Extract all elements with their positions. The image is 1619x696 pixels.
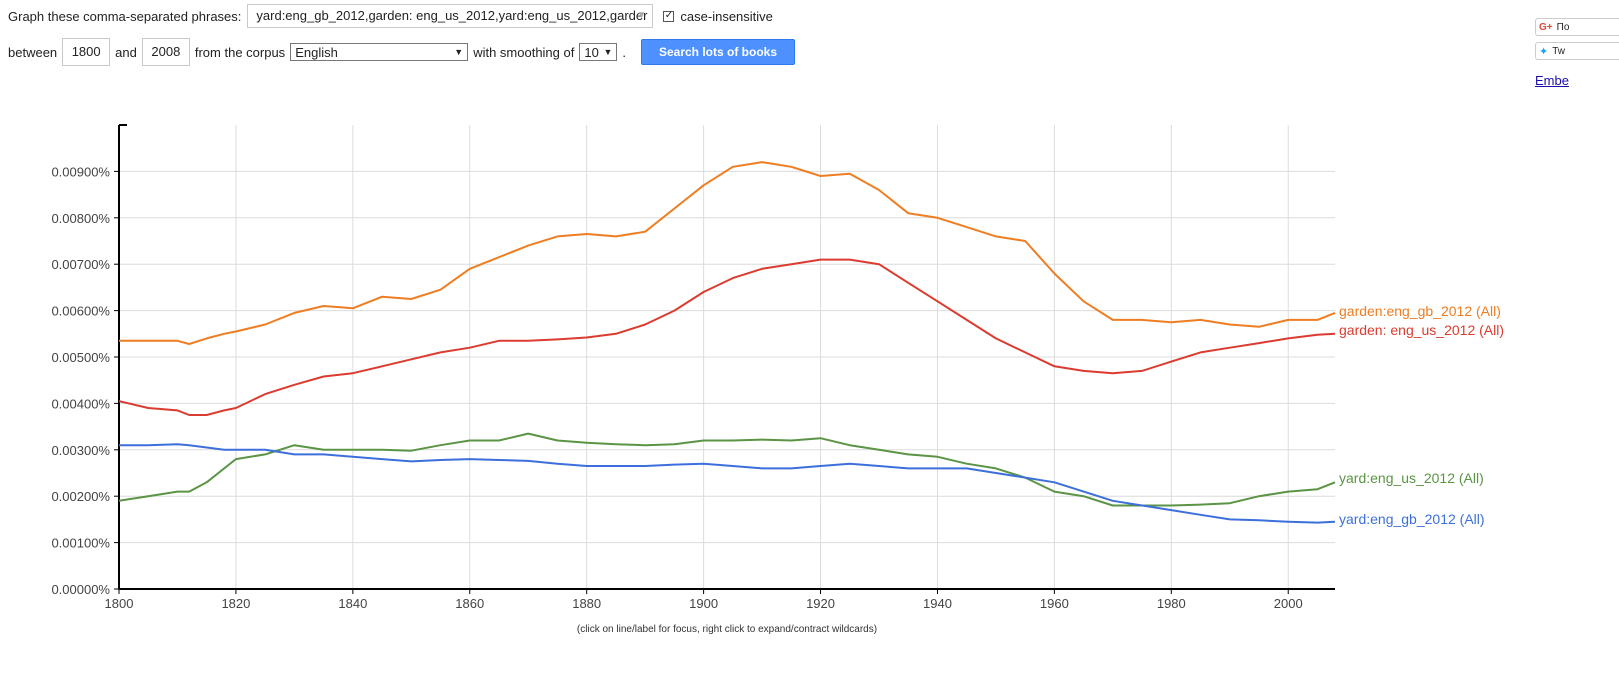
- x-tick-label: 1960: [1040, 596, 1069, 611]
- google-plus-icon: G+: [1539, 21, 1553, 33]
- google-plus-label: По: [1556, 21, 1570, 33]
- series-line[interactable]: [118, 432, 1336, 507]
- between-label: between: [8, 44, 58, 60]
- smoothing-value: 10: [584, 44, 599, 60]
- phrases-row: Graph these comma-separated phrases: yar…: [8, 4, 773, 28]
- search-button[interactable]: Search lots of books: [640, 39, 795, 65]
- case-insensitive-label: case-insensitive: [680, 8, 773, 24]
- series-line[interactable]: [118, 258, 1336, 416]
- corpus-label: from the corpus: [194, 44, 286, 60]
- x-tick-label: 1860: [455, 596, 484, 611]
- google-plus-share-button[interactable]: G+ По: [1535, 18, 1619, 36]
- corpus-select[interactable]: English ▼: [290, 43, 469, 61]
- smoothing-select[interactable]: 10 ▼: [579, 43, 618, 61]
- series-line[interactable]: [119, 161, 1336, 345]
- phrases-value: yard:eng_gb_2012,garden: eng_us_2012,yar…: [256, 8, 648, 23]
- y-tick-label: 0.00500%: [51, 350, 110, 365]
- x-tick-label: 1980: [1157, 596, 1186, 611]
- y-tick-label: 0.00400%: [51, 396, 110, 411]
- twitter-icon: ✦: [1539, 45, 1549, 58]
- case-insensitive-checkbox[interactable]: ✓: [663, 10, 675, 22]
- tweet-label: Tw: [1552, 45, 1565, 57]
- corpus-arrow-icon: ▼: [454, 47, 464, 57]
- chart-series-labels[interactable]: garden:eng_gb_2012 (All) garden: eng_us_2…: [1339, 303, 1504, 527]
- start-year-input[interactable]: 1800: [62, 38, 111, 66]
- embed-link[interactable]: Embe: [1535, 73, 1569, 88]
- series-label[interactable]: garden: eng_us_2012 (All): [1339, 322, 1504, 338]
- chart-axes: 1800 1820 1840 1860 1880 1900 1920 1940 1960 1980…: [51, 124, 1335, 611]
- x-tick-label: 1920: [806, 596, 835, 611]
- x-tick-label: 2000: [1274, 596, 1303, 611]
- y-tick-label: 0.00600%: [51, 304, 110, 319]
- y-tick-label: 0.00800%: [51, 211, 110, 226]
- range-row: between 1800 and 2008 from the corpus En…: [8, 38, 795, 66]
- series-line[interactable]: [119, 443, 1336, 524]
- x-tick-label: 1840: [338, 596, 367, 611]
- tweet-button[interactable]: ✦ Tw: [1535, 42, 1619, 60]
- x-tick-label: 1940: [923, 596, 952, 611]
- y-tick-label: 0.00300%: [51, 443, 110, 458]
- chart-note: (click on line/label for focus, right cl…: [577, 624, 877, 635]
- end-year-input[interactable]: 2008: [141, 38, 190, 66]
- dropdown-caret-icon: ▼: [636, 10, 647, 21]
- y-tick-label: 0.00700%: [51, 257, 110, 272]
- smoothing-label: with smoothing of: [473, 44, 575, 60]
- x-tick-label: 1900: [689, 596, 718, 611]
- period: .: [622, 44, 626, 60]
- series-label[interactable]: garden:eng_gb_2012 (All): [1339, 303, 1501, 319]
- x-tick-label: 1820: [221, 596, 250, 611]
- series-label[interactable]: yard:eng_us_2012 (All): [1339, 470, 1484, 486]
- chart-series-lines[interactable]: [118, 161, 1336, 524]
- y-tick-label: 0.00000%: [51, 582, 110, 597]
- y-tick-label: 0.00900%: [51, 164, 110, 179]
- and-label: and: [115, 44, 137, 60]
- corpus-value: English: [295, 44, 338, 60]
- x-tick-label: 1800: [105, 596, 134, 611]
- y-tick-label: 0.00200%: [51, 489, 110, 504]
- smoothing-arrow-icon: ▼: [603, 47, 613, 57]
- phrases-label: Graph these comma-separated phrases:: [8, 8, 242, 24]
- chart-grid: [119, 125, 1335, 589]
- phrases-input[interactable]: yard:eng_gb_2012,garden: eng_us_2012,yar…: [247, 4, 654, 28]
- x-tick-label: 1880: [572, 596, 601, 611]
- series-label[interactable]: yard:eng_gb_2012 (All): [1339, 511, 1485, 527]
- y-tick-label: 0.00100%: [51, 536, 110, 551]
